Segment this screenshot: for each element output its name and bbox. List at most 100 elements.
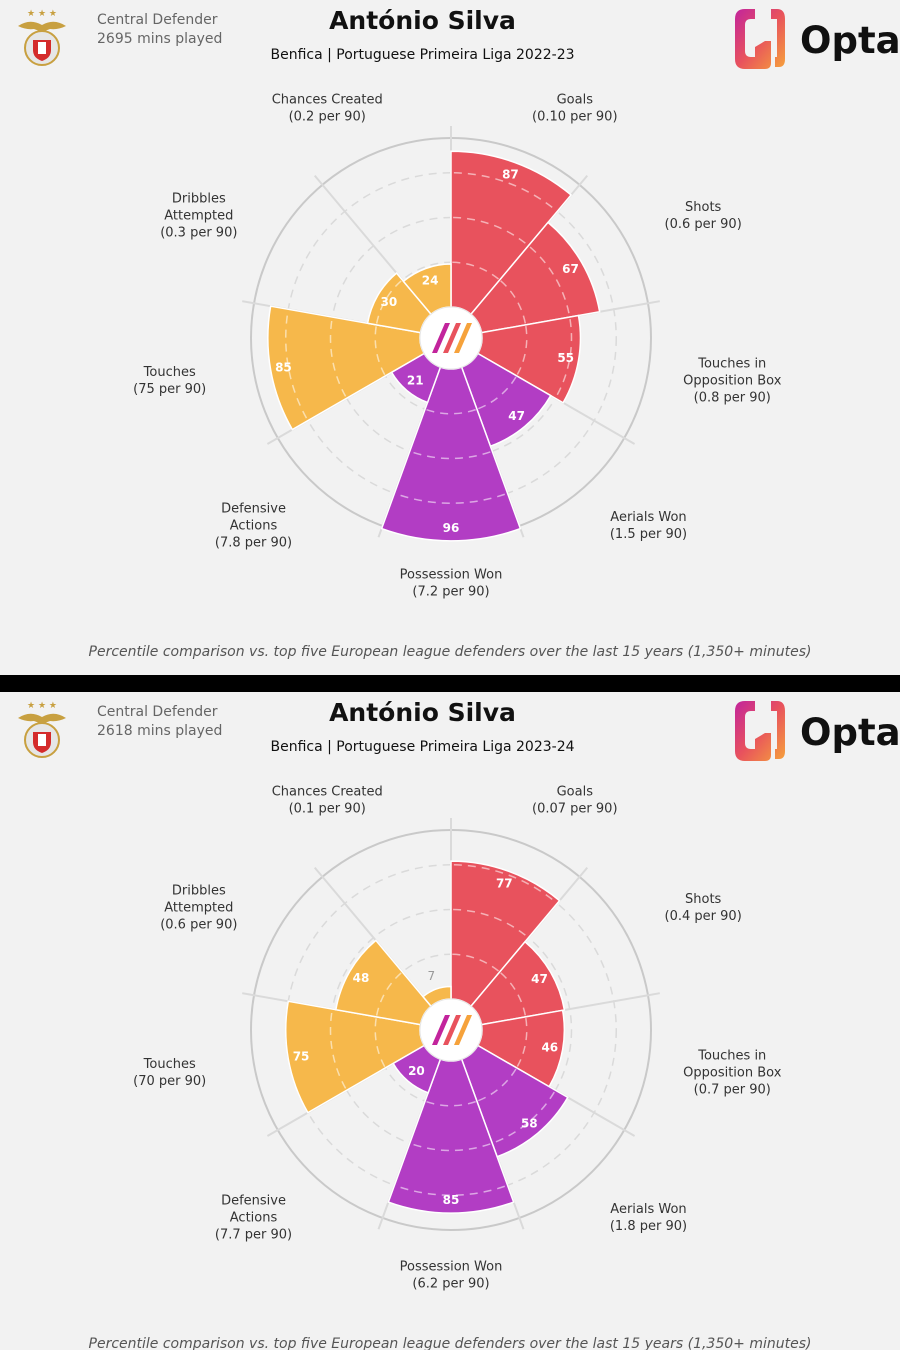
radar-axis-label-line: (75 per 90)	[133, 382, 206, 397]
radar-value-label: 47	[531, 972, 548, 986]
opta-center-stripe	[432, 323, 450, 353]
radar-axis-label: Possession Won (6.2 per 90)	[400, 1260, 503, 1292]
radar-bar-gridline	[516, 326, 528, 376]
radar-bar-gridline	[452, 953, 500, 972]
radar-axis-label: Touches in Opposition Box (0.7 per 90)	[683, 1049, 782, 1098]
player-name: António Silva	[329, 698, 516, 727]
radar-chart: 87 67 55 47 96 21 85 30 24 Goals (0.10 per 90) Shot…	[133, 92, 782, 600]
footnote: Percentile comparison vs. top five Europ…	[88, 644, 812, 660]
radar-axis-label-line: (1.5 per 90)	[610, 527, 687, 542]
radar-axis-label-line: (0.6 per 90)	[160, 918, 237, 933]
radar-axis-label-line: Actions	[230, 519, 278, 534]
radar-bar	[334, 939, 433, 1026]
radar-value-label: 75	[293, 1049, 310, 1063]
radar-axis-label-line: (7.7 per 90)	[215, 1228, 292, 1243]
opta-center-mark	[432, 1015, 472, 1045]
radar-value-label: 87	[502, 168, 519, 182]
radar-axis-label: Aerials Won (1.8 per 90)	[610, 1202, 687, 1234]
opta-center-stripe	[443, 323, 461, 353]
radar-axis-label: Shots (0.4 per 90)	[665, 892, 742, 924]
radar-bar-gridline	[493, 1091, 555, 1144]
player-name: António Silva	[329, 6, 516, 35]
radar-value-label: 30	[381, 295, 398, 309]
radar-value-label: 58	[521, 1116, 538, 1130]
radar-bar-gridline	[374, 326, 386, 376]
radar-axis-label-line: Touches in	[697, 357, 766, 372]
radar-axis-label-line: (0.4 per 90)	[665, 909, 742, 924]
radar-axis-label: Possession Won (7.2 per 90)	[400, 568, 503, 600]
team-season: Benfica | Portuguese Primeira Liga 2023-…	[270, 739, 575, 755]
radar-bar-gridline	[453, 908, 528, 937]
radar-axis-label-line: Possession Won	[400, 568, 503, 583]
team-season: Benfica | Portuguese Primeira Liga 2022-…	[270, 47, 575, 63]
radar-axis-label-line: Attempted	[164, 209, 233, 224]
radar-axis-label-line: (0.6 per 90)	[665, 217, 742, 232]
radar-bar-gridline	[426, 408, 476, 415]
radar-axis-label: Dribbles Attempted (0.3 per 90)	[160, 192, 237, 241]
radar-bar-gridline	[329, 1011, 347, 1089]
radar-value-label: 47	[508, 409, 525, 423]
radar-bar-gridline	[375, 972, 402, 1016]
radar-axis-label-line: Dribbles	[172, 884, 226, 899]
radar-axis-label: Touches in Opposition Box (0.8 per 90)	[683, 357, 782, 406]
svg-text:★ ★ ★: ★ ★ ★	[27, 9, 57, 19]
radar-axis-label: Chances Created (0.2 per 90)	[272, 92, 383, 124]
minutes-played: 2618 mins played	[97, 723, 223, 739]
radar-axis-label: Shots (0.6 per 90)	[665, 200, 742, 232]
footnote: Percentile comparison vs. top five Europ…	[88, 1336, 812, 1350]
radar-axis-label-line: Chances Created	[272, 784, 383, 799]
radar-axis-label: Aerials Won (1.5 per 90)	[610, 510, 687, 542]
radar-axis-label-line: Touches	[143, 1057, 196, 1072]
radar-value-label: 96	[443, 521, 460, 535]
radar-bar-gridline	[516, 1018, 528, 1068]
radar-axis-label-line: Dribbles	[172, 192, 226, 207]
radar-panel-2023-24: ★ ★ ★ Central Defender 2618 mins played …	[0, 692, 900, 1350]
opta-logo-text: Opta	[800, 19, 898, 62]
radar-value-label: 48	[353, 971, 370, 985]
radar-value-label: 7	[428, 969, 436, 983]
radar-axis-label-line: Aerials Won	[610, 510, 686, 525]
radar-axis-label-line: (6.2 per 90)	[412, 1277, 489, 1292]
radar-value-label: 21	[407, 374, 424, 388]
radar-axis-label-line: Goals	[557, 784, 594, 799]
radar-axis-label-line: Possession Won	[400, 1260, 503, 1275]
radar-value-label: 85	[275, 361, 292, 375]
radar-axis-label: Goals (0.10 per 90)	[532, 92, 618, 124]
player-role: Central Defender	[97, 704, 218, 720]
radar-axis-label: Chances Created (0.1 per 90)	[272, 784, 383, 816]
radar-bar-gridline	[374, 1018, 386, 1068]
radar-bar-gridline	[411, 451, 491, 460]
radar-bar-gridline	[453, 216, 528, 245]
radar-axis-label: Touches (75 per 90)	[133, 365, 206, 397]
radar-axis-label-line: (0.07 per 90)	[532, 801, 618, 816]
opta-logo-text: Opta	[800, 711, 898, 754]
radar-axis-label: Defensive Actions (7.7 per 90)	[215, 1194, 292, 1243]
radar-bar-gridline	[529, 246, 571, 316]
radar-axis-label-line: Shots	[685, 200, 722, 215]
benfica-crest-icon: ★ ★ ★	[18, 9, 66, 66]
radar-axis-label-line: Opposition Box	[683, 1066, 782, 1081]
radar-value-label: 85	[443, 1193, 460, 1207]
radar-axis-label-line: (0.2 per 90)	[289, 109, 366, 124]
opta-center-stripe	[454, 1015, 472, 1045]
minutes-played: 2695 mins played	[97, 31, 223, 47]
radar-axis-label-line: Shots	[685, 892, 722, 907]
radar-chart: 77 47 46 58 85 20 75 48 7 Goals (0.07 per 90) Shots…	[133, 784, 782, 1292]
radar-axis-label-line: (70 per 90)	[133, 1074, 206, 1089]
radar-axis-label-line: (0.1 per 90)	[289, 801, 366, 816]
radar-axis-label-line: Aerials Won	[610, 1202, 686, 1217]
radar-value-label: 55	[557, 351, 574, 365]
radar-axis-label-line: Defensive	[221, 502, 286, 517]
radar-axis-label-line: (1.8 per 90)	[610, 1219, 687, 1234]
opta-logo-icon: Opta	[735, 701, 898, 761]
opta-center-mark	[432, 323, 472, 353]
radar-axis-label-line: Opposition Box	[683, 374, 782, 389]
radar-axis-label-line: Touches	[143, 365, 196, 380]
radar-bar-gridline	[426, 1100, 476, 1107]
opta-logo-icon: Opta	[735, 9, 898, 69]
radar-axis-label: Touches (70 per 90)	[133, 1057, 206, 1089]
radar-value-label: 46	[541, 1040, 558, 1054]
radar-panel-2022-23: ★ ★ ★ Central Defender 2695 mins played …	[0, 0, 900, 675]
radar-bar-gridline	[555, 319, 573, 397]
player-info: Central Defender 2618 mins played	[97, 703, 222, 741]
